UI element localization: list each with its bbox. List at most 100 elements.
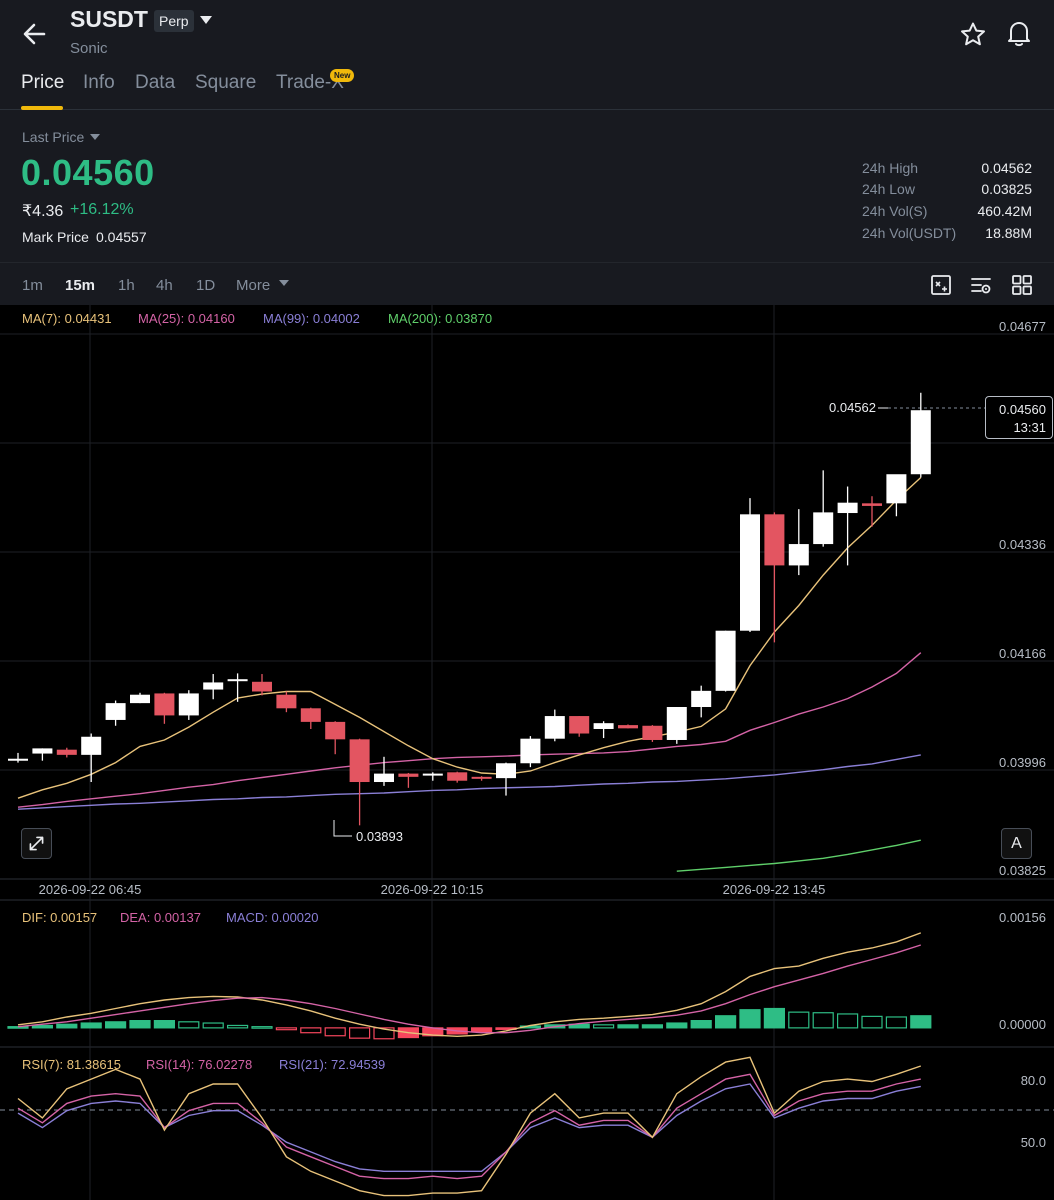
macd-histogram-bar <box>714 1015 737 1029</box>
macd-histogram-bar <box>763 1007 786 1029</box>
moving-average-lines <box>17 476 922 872</box>
symbol-title[interactable]: SUSDT <box>70 6 148 32</box>
macd-histogram-bar <box>373 1027 395 1040</box>
timeframe-bar: 1m 15m 1h 4h 1D More <box>0 262 1054 305</box>
last-price-label[interactable]: Last Price <box>22 129 85 145</box>
high-label: 0.04562 <box>829 400 876 415</box>
stat-label-low: 24h Low <box>862 181 915 197</box>
candle-down <box>862 503 882 506</box>
rsi7-line <box>17 1056 922 1197</box>
candle-up <box>544 716 565 739</box>
macd-histogram-bar <box>885 1016 908 1029</box>
macd-histogram-bar <box>56 1023 78 1029</box>
candle-up <box>130 694 150 704</box>
ma200-line <box>676 839 921 872</box>
candle-up <box>105 703 126 720</box>
candle-up <box>715 630 736 691</box>
time-axis-label: 2026-09-22 13:45 <box>723 882 826 897</box>
candle-up <box>837 502 858 514</box>
timeframe-15m[interactable]: 15m <box>65 277 96 294</box>
candle-up <box>8 758 28 761</box>
timeframe-more[interactable]: More <box>236 277 271 294</box>
top-panel <box>0 0 1054 262</box>
macd-histogram-bar <box>153 1020 175 1029</box>
macd-histogram-bar <box>617 1024 639 1029</box>
stat-label-vol-usdt: 24h Vol(USDT) <box>862 225 957 241</box>
candle-up <box>496 763 516 779</box>
caret-down-icon[interactable] <box>90 134 100 141</box>
tab-bar: Price Info Data Square Trade-X New <box>0 66 1054 110</box>
indicator-icon[interactable] <box>970 274 992 296</box>
active-tab-indicator <box>21 106 63 110</box>
change-percent: +16.12% <box>70 201 134 218</box>
stat-label-vol-s: 24h Vol(S) <box>862 203 928 219</box>
candle-up <box>740 514 760 631</box>
rsi14-line <box>17 1073 921 1180</box>
timeframe-4h[interactable]: 4h <box>156 277 173 294</box>
grid-layout-icon[interactable] <box>1011 274 1033 296</box>
rsi21-line <box>17 1083 921 1173</box>
tab-price[interactable]: Price <box>21 72 65 93</box>
tab-square[interactable]: Square <box>195 72 257 93</box>
candle-up <box>227 679 248 682</box>
candle-up <box>666 707 687 740</box>
price-axis-label: 0.04677 <box>999 319 1046 334</box>
bell-icon[interactable] <box>1004 18 1034 48</box>
macd-histogram-bar <box>129 1020 151 1029</box>
low-marker-line <box>333 820 352 837</box>
rsi14-legend: RSI(14): 76.02278 <box>146 1057 253 1072</box>
candle-up <box>813 512 834 545</box>
ma99-legend: MA(99): 0.04002 <box>263 311 360 326</box>
timeframe-1m[interactable]: 1m <box>22 277 43 294</box>
macd-panel <box>7 932 932 1040</box>
macd-histogram-bar <box>592 1024 615 1029</box>
tab-info[interactable]: Info <box>83 72 115 93</box>
auto-scale-button[interactable]: A <box>1001 828 1032 859</box>
timeframe-1d[interactable]: 1D <box>196 277 216 294</box>
tab-trade-x[interactable]: Trade-X <box>276 72 344 93</box>
ma7-legend: MA(7): 0.04431 <box>22 311 112 326</box>
macd-histogram-bar <box>251 1026 273 1029</box>
macd-hist-legend: MACD: 0.00020 <box>226 910 319 925</box>
ma99-line <box>17 754 921 810</box>
expand-icon[interactable] <box>21 828 52 859</box>
low-label: 0.03893 <box>356 829 403 844</box>
macd-dea-legend: DEA: 0.00137 <box>120 910 201 925</box>
candle-down <box>349 739 370 783</box>
macd-histogram-bar <box>836 1013 859 1029</box>
rsi21-legend: RSI(21): 72.94539 <box>279 1057 386 1072</box>
macd-histogram-bar <box>80 1022 102 1029</box>
candle-down <box>252 681 272 692</box>
macd-histogram-bar <box>788 1011 810 1029</box>
macd-histogram-bar <box>666 1022 688 1029</box>
macd-axis-label: 0.00156 <box>999 910 1046 925</box>
candle-up <box>593 723 614 729</box>
price-chart[interactable]: 0.04677 0.04336 0.04166 0.03996 0.03825 … <box>0 305 1054 1200</box>
candle-down <box>276 694 297 709</box>
caret-down-icon[interactable] <box>279 280 289 287</box>
candle-down <box>325 721 346 740</box>
macd-histogram-bar <box>861 1015 883 1029</box>
rsi-axis-label: 80.0 <box>1021 1073 1046 1088</box>
arrow-left-icon[interactable] <box>18 18 52 50</box>
ma25-line <box>17 652 922 808</box>
timeframe-1h[interactable]: 1h <box>118 277 135 294</box>
chart-settings-icon[interactable] <box>930 274 952 296</box>
inr-price: ₹4.36 <box>22 203 64 220</box>
tab-data[interactable]: Data <box>135 72 176 93</box>
macd-dif-legend: DIF: 0.00157 <box>22 910 98 925</box>
macd-histogram-bar <box>641 1024 664 1029</box>
caret-down-icon[interactable] <box>198 13 214 27</box>
time-axis-label: 2026-09-22 06:45 <box>39 882 142 897</box>
stat-value-vol-usdt: 18.88M <box>985 225 1032 241</box>
macd-dea-line <box>17 944 922 1034</box>
macd-histogram-bar <box>275 1027 297 1031</box>
macd-histogram-bar <box>300 1027 322 1034</box>
star-icon[interactable] <box>958 20 988 50</box>
candle-up <box>203 682 224 690</box>
ma25-legend: MA(25): 0.04160 <box>138 311 235 326</box>
mark-price-value: 0.04557 <box>96 229 147 245</box>
current-price-tag: 0.04560 13:31 <box>985 396 1053 439</box>
ma7-line <box>17 476 922 799</box>
candle-down <box>154 693 175 716</box>
